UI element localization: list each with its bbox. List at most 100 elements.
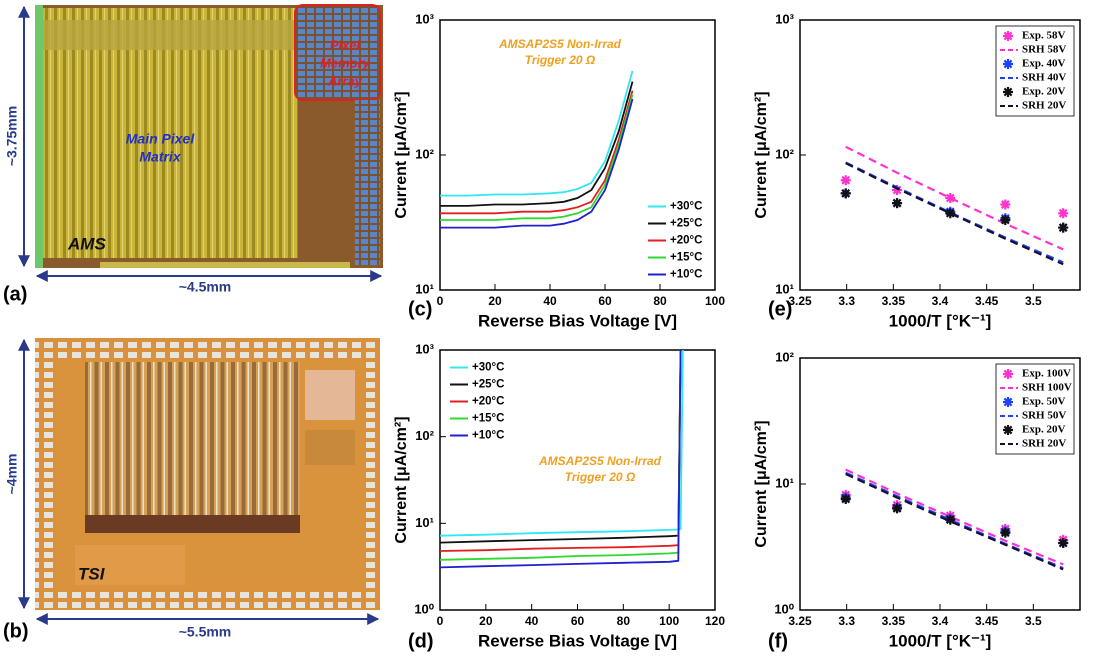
marker	[892, 185, 903, 196]
chip-name: AMS	[67, 234, 106, 253]
x-tick-label: 120	[705, 614, 725, 628]
y-axis-label: Current [μA/cm²]	[393, 91, 410, 218]
x-tick-label: 40	[525, 614, 539, 628]
x-tick-label: 60	[598, 294, 612, 308]
region-label: Pixel	[330, 37, 361, 52]
series-line	[439, 349, 682, 561]
series-line	[440, 94, 634, 221]
legend-label: +20°C	[472, 396, 504, 408]
legend-label: SRH 58V	[1022, 44, 1066, 56]
chart: 10¹ 10² 10³ 3.25 3.3 3.35 3.4 3.45 3.5 Current [μ…	[753, 11, 1081, 330]
x-tick-label: 0	[437, 614, 444, 628]
panel-label: (e)	[768, 298, 792, 320]
marker	[945, 193, 956, 204]
region-label: Memory	[320, 55, 371, 70]
x-tick-label: 80	[653, 294, 667, 308]
legend-label: +15°C	[670, 252, 702, 264]
memory-block	[305, 370, 355, 420]
chart: 10⁰ 10¹ 10² 3.25 3.3 3.35 3.4 3.45 3.5 Current [μ…	[753, 349, 1081, 652]
x-axis-label: Reverse Bias Voltage [V]	[478, 631, 677, 650]
periphery	[75, 545, 185, 585]
pixel-matrix	[85, 362, 300, 527]
legend-label: Exp. 100V	[1022, 368, 1071, 380]
legend-label: Exp. 40V	[1022, 58, 1065, 70]
marker	[1058, 222, 1069, 233]
chip-photo-a: Main Pixel Matrix Pixel Memory Array AMS…	[3, 4, 383, 305]
legend-label: +10°C	[670, 269, 702, 281]
panel-label: (c)	[408, 298, 432, 320]
x-tick-label: 0	[437, 294, 444, 308]
legend-label: Exp. 20V	[1022, 86, 1065, 98]
x-axis-label: 1000/T [°K⁻¹]	[889, 631, 992, 650]
legend-label: SRH 20V	[1022, 438, 1066, 450]
annotation: AMSAP2S5 Non-Irrad	[538, 454, 662, 468]
marker	[1058, 538, 1069, 549]
annotation: Trigger 20 Ω	[565, 470, 636, 484]
y-tick-label: 10²	[775, 349, 794, 364]
readout-row	[85, 515, 300, 533]
x-tick-label: 3.45	[975, 614, 999, 628]
marker	[1058, 208, 1069, 219]
y-axis-label: Current [μA/cm²]	[753, 420, 770, 547]
series-line	[845, 468, 1064, 566]
y-tick-label: 10²	[415, 146, 434, 161]
x-tick-label: 40	[543, 294, 557, 308]
width-label: ~4.5mm	[179, 279, 232, 295]
chart: 10⁰ 10¹ 10² 10³ 0 20 40 60 80 100 120 Current [μA/c…	[393, 341, 725, 652]
x-tick-label: 60	[571, 614, 585, 628]
y-axis-label: Current [μA/cm²]	[393, 416, 410, 543]
marker	[1000, 527, 1011, 538]
marker	[1000, 199, 1011, 210]
legend-label: +20°C	[670, 235, 702, 247]
legend-label: Exp. 20V	[1022, 424, 1065, 436]
legend-label: Exp. 58V	[1022, 30, 1065, 42]
x-tick-label: 80	[617, 614, 631, 628]
y-tick-label: 10⁰	[774, 601, 794, 616]
series-line	[440, 81, 634, 207]
y-tick-label: 10¹	[415, 515, 434, 530]
x-tick-label: 3.3	[838, 614, 855, 628]
y-tick-label: 10³	[775, 11, 794, 26]
pad-row	[100, 262, 350, 268]
x-tick-label: 3.5	[1025, 294, 1042, 308]
y-tick-label: 10³	[415, 11, 434, 26]
series-line	[845, 162, 1064, 266]
chip-name: TSI	[78, 564, 106, 583]
marker	[1003, 31, 1013, 41]
y-tick-label: 10¹	[775, 475, 794, 490]
marker	[1003, 369, 1013, 379]
x-tick-label: 3.45	[975, 294, 999, 308]
marker	[945, 514, 956, 525]
y-tick-label: 10⁰	[414, 601, 434, 616]
annotation: AMSAP2S5 Non-Irrad	[498, 37, 622, 51]
marker	[840, 175, 851, 186]
legend-label: +10°C	[472, 430, 504, 442]
region-label: Main Pixel	[126, 131, 196, 147]
panel-label: (f)	[768, 630, 788, 652]
x-tick-label: 3.35	[882, 614, 906, 628]
marker	[892, 503, 903, 514]
legend-label: SRH 100V	[1022, 382, 1072, 394]
marker	[945, 208, 956, 219]
region-label: Matrix	[139, 149, 181, 165]
series-line	[845, 473, 1064, 571]
series-line	[439, 349, 682, 544]
x-tick-label: 3.35	[882, 294, 906, 308]
periphery	[43, 20, 298, 50]
logic-block	[305, 430, 355, 465]
y-tick-label: 10¹	[415, 281, 434, 296]
annotation: Trigger 20 Ω	[525, 53, 596, 67]
x-tick-label: 20	[488, 294, 502, 308]
series-line	[439, 349, 682, 552]
x-tick-label: 3.3	[838, 294, 855, 308]
marker	[1003, 59, 1013, 69]
memory-array	[294, 4, 381, 101]
panel-label: (b)	[3, 620, 29, 642]
legend-label: SRH 20V	[1022, 100, 1066, 112]
x-tick-label: 3.4	[932, 614, 949, 628]
series-line	[440, 70, 634, 197]
x-tick-label: 3.4	[932, 294, 949, 308]
legend-label: Exp. 50V	[1022, 396, 1065, 408]
